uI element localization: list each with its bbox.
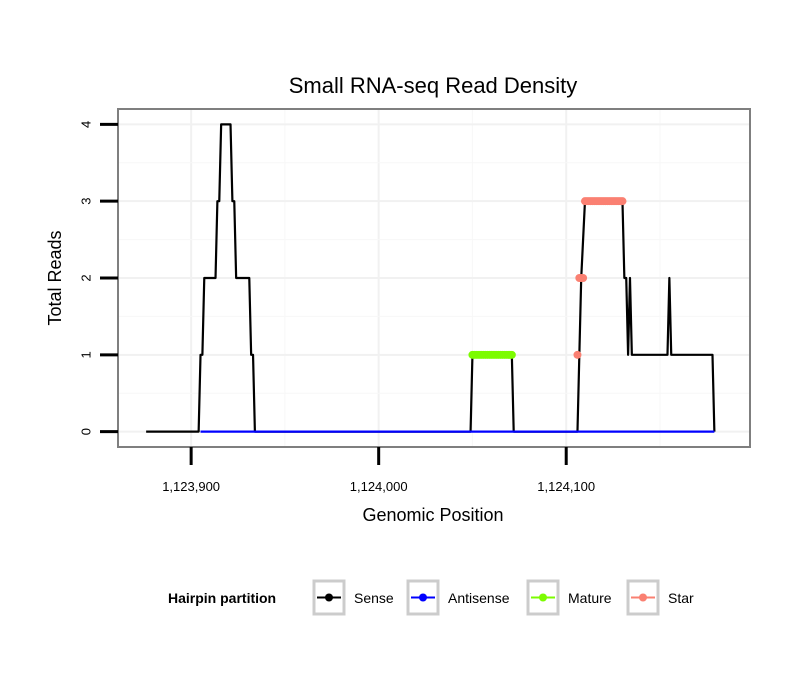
legend-title: Hairpin partition — [168, 590, 276, 606]
data-point-star — [573, 350, 582, 359]
data-point-star — [618, 197, 627, 206]
x-tick-label: 1,124,100 — [537, 479, 595, 494]
series-layer — [146, 123, 716, 433]
y-tick-label: 1 — [79, 351, 94, 358]
x-axis-title: Genomic Position — [362, 505, 503, 525]
data-point-star — [579, 274, 588, 282]
y-tick-label: 3 — [79, 198, 94, 205]
y-tick-label: 0 — [79, 428, 94, 435]
legend-label-sense: Sense — [354, 590, 394, 606]
axes: 1,123,900 1,124,000 1,124,100 0 1 2 3 4 — [79, 121, 596, 494]
y-axis-title: Total Reads — [45, 230, 65, 325]
data-point-mature — [507, 350, 516, 359]
series-line-sense — [146, 123, 716, 433]
x-tick-label: 1,123,900 — [162, 479, 220, 494]
legend-label-mature: Mature — [568, 590, 612, 606]
legend-label-star: Star — [668, 590, 694, 606]
legend-label-antisense: Antisense — [448, 590, 510, 606]
y-tick-label: 4 — [79, 121, 94, 128]
legend-point-star — [639, 593, 647, 602]
chart-title: Small RNA-seq Read Density — [289, 73, 578, 98]
legend-point-mature — [539, 593, 547, 602]
y-tick-label: 2 — [79, 274, 94, 281]
legend-point-antisense — [419, 593, 427, 602]
legend: Hairpin partition Sense Antisense Mature St… — [168, 579, 694, 616]
legend-point-sense — [325, 593, 333, 602]
x-tick-label: 1,124,000 — [350, 479, 408, 494]
